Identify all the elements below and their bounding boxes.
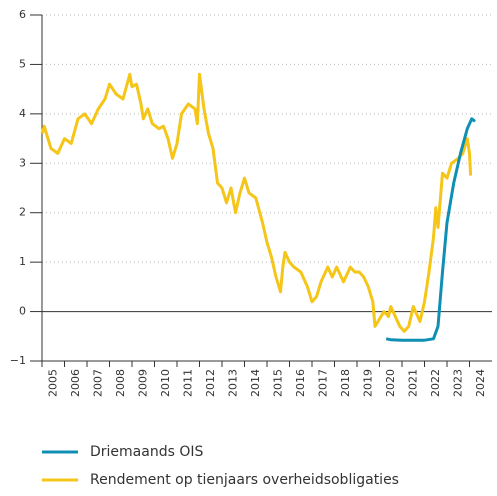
- x-tick-label: 2014: [249, 369, 262, 397]
- y-tick-label: 2: [19, 206, 26, 219]
- x-tick-label: 2006: [69, 369, 82, 397]
- x-tick-label: 2016: [294, 369, 307, 397]
- x-tick-label: 2009: [136, 369, 149, 397]
- series-line: [385, 117, 476, 342]
- x-tick-label: 2010: [159, 369, 172, 397]
- y-tick-label: 3: [19, 156, 26, 169]
- y-tick-label: 5: [19, 57, 26, 70]
- series-line: [40, 72, 473, 333]
- x-tick-label: 2007: [91, 369, 104, 397]
- x-tick-label: 2013: [226, 369, 239, 397]
- x-tick-label: 2019: [361, 369, 374, 397]
- y-tick-label: −1: [10, 354, 26, 367]
- legend-label: Rendement op tienjaars overheidsobligati…: [90, 472, 399, 488]
- x-tick-label: 2012: [204, 369, 217, 397]
- x-tick-label: 2021: [406, 369, 419, 397]
- x-tick-label: 2015: [271, 369, 284, 397]
- x-tick-label: 2018: [339, 369, 352, 397]
- x-tick-label: 2022: [429, 369, 442, 397]
- y-tick-label: 0: [19, 305, 26, 318]
- x-tick-label: 2024: [474, 369, 487, 397]
- y-tick-label: 1: [19, 255, 26, 268]
- x-tick-label: 2023: [451, 369, 464, 397]
- x-tick-label: 2020: [384, 369, 397, 397]
- x-tick-label: 2017: [316, 369, 329, 397]
- y-tick-label: 6: [19, 8, 26, 21]
- x-tick-label: 2005: [46, 369, 59, 397]
- legend-label: Driemaands OIS: [90, 444, 203, 460]
- x-tick-label: 2008: [114, 369, 127, 397]
- x-tick-label: 2011: [181, 369, 194, 397]
- y-tick-label: 4: [19, 107, 26, 120]
